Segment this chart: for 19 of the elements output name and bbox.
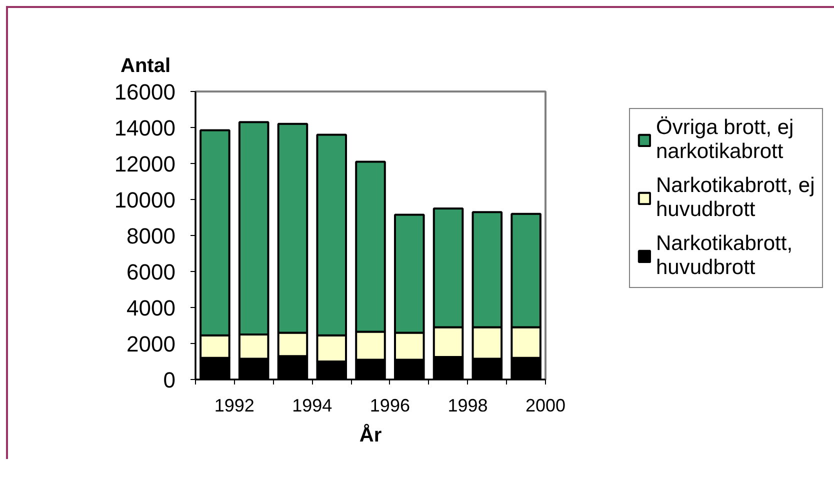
y-tick-label: 16000 bbox=[114, 80, 176, 104]
x-tick-label: 1994 bbox=[292, 396, 332, 416]
y-tick-label: 2000 bbox=[126, 332, 176, 356]
y-tick-label: 14000 bbox=[114, 116, 176, 140]
y-tick-label: 8000 bbox=[126, 224, 176, 248]
x-tick-label: 1998 bbox=[448, 396, 488, 416]
x-tick-label: 2000 bbox=[525, 396, 566, 416]
y-tick-label: 4000 bbox=[126, 296, 176, 320]
legend-label: Narkotikabrott, huvudbrott bbox=[656, 232, 793, 280]
y-tick-label: 0 bbox=[163, 368, 176, 392]
legend-label: Narkotikabrott, ej huvudbrott bbox=[656, 174, 815, 222]
x-tick-label: 1992 bbox=[214, 396, 254, 416]
y-tick-label: 12000 bbox=[114, 152, 176, 176]
y-tick-label: 10000 bbox=[114, 188, 176, 212]
x-axis-title: År bbox=[359, 424, 382, 446]
legend-label: Övriga brott, ej narkotikabrott bbox=[656, 116, 794, 164]
y-axis-title: Antal bbox=[120, 55, 170, 77]
x-tick-label: 1996 bbox=[370, 396, 410, 416]
y-tick-label: 6000 bbox=[126, 260, 176, 284]
